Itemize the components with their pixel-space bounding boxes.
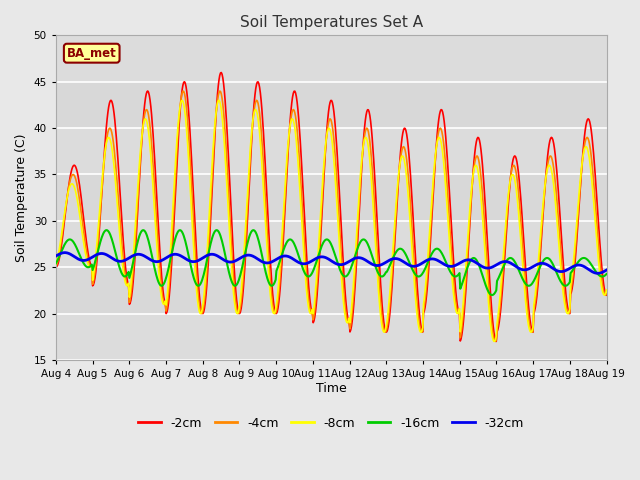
Bar [56, 36, 607, 82]
Bar [56, 128, 607, 174]
Y-axis label: Soil Temperature (C): Soil Temperature (C) [15, 133, 28, 262]
Legend: -2cm, -4cm, -8cm, -16cm, -32cm: -2cm, -4cm, -8cm, -16cm, -32cm [133, 412, 529, 435]
Title: Soil Temperatures Set A: Soil Temperatures Set A [239, 15, 423, 30]
Bar [56, 221, 607, 267]
Text: BA_met: BA_met [67, 47, 116, 60]
Bar [56, 313, 607, 360]
X-axis label: Time: Time [316, 382, 347, 395]
